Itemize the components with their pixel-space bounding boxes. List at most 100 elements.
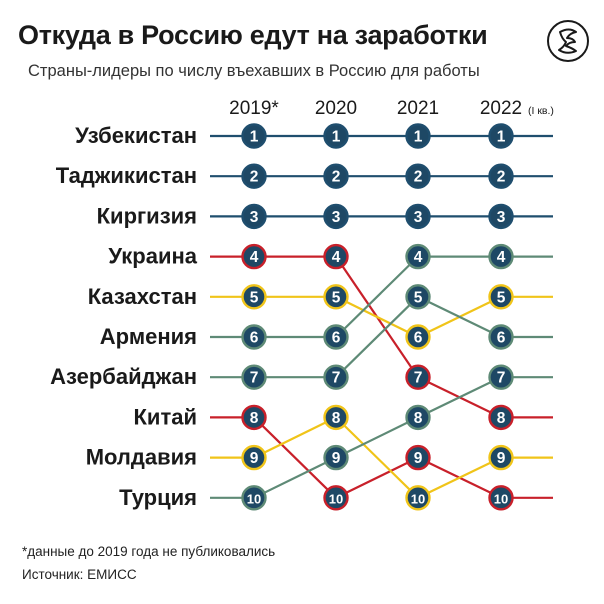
rank-node-4-0 <box>241 284 267 310</box>
rank-label-6-0: 7 <box>250 370 259 387</box>
rank-node-0-1 <box>323 123 349 149</box>
rank-node-2-3 <box>488 203 514 230</box>
chart-title: Откуда в Россию едут на заработки <box>18 20 488 50</box>
rank-node-5-2 <box>405 243 431 270</box>
rank-label-2-1: 3 <box>332 209 341 226</box>
country-label-0: Узбекистан <box>75 123 197 148</box>
rank-label-0-3: 1 <box>497 129 506 146</box>
rank-node-6-2 <box>405 284 431 310</box>
rank-node-5-0 <box>241 324 267 350</box>
rank-label-9-3: 7 <box>497 370 506 387</box>
rank-node-1-3 <box>488 163 514 189</box>
rank-label-2-3: 3 <box>497 209 506 226</box>
rank-label-3-2: 7 <box>414 370 423 387</box>
country-label-4: Казахстан <box>88 284 197 309</box>
rank-label-0-0: 1 <box>250 129 259 146</box>
year-header-0: 2019* <box>229 98 279 119</box>
country-label-2: Киргизия <box>97 203 197 228</box>
country-label-3: Украина <box>108 244 197 269</box>
rank-node-7-3 <box>488 485 514 511</box>
rank-node-5-1 <box>323 324 349 350</box>
rank-label-2-2: 3 <box>414 209 423 226</box>
rank-label-7-1: 10 <box>329 491 343 506</box>
rank-node-2-0 <box>241 203 267 230</box>
rank-label-1-3: 2 <box>497 169 506 186</box>
rank-label-3-1: 4 <box>332 249 341 266</box>
rank-label-7-0: 8 <box>250 410 259 427</box>
country-label-6: Азербайджан <box>50 364 197 389</box>
series-line-9 <box>210 376 553 499</box>
rank-node-8-0 <box>241 444 267 471</box>
rank-node-0-0 <box>241 123 267 149</box>
rank-label-6-1: 7 <box>332 370 341 387</box>
rank-node-8-1 <box>323 404 349 431</box>
rank-node-0-3 <box>488 123 514 149</box>
country-label-7: Китай <box>134 404 198 429</box>
country-label-8: Молдавия <box>86 445 197 470</box>
rank-node-7-2 <box>405 444 431 471</box>
rank-node-0-2 <box>405 123 431 149</box>
rank-node-6-3 <box>488 324 514 350</box>
rank-label-1-2: 2 <box>414 169 423 186</box>
rank-node-3-0 <box>241 243 267 270</box>
rank-node-3-1 <box>323 243 349 270</box>
rank-node-3-3 <box>488 404 514 431</box>
rank-label-5-1: 6 <box>332 330 341 347</box>
rank-node-1-1 <box>323 163 349 189</box>
rank-label-2-0: 3 <box>250 209 259 226</box>
rank-node-1-0 <box>241 163 267 189</box>
year-header-2: 2021 <box>397 98 439 119</box>
rank-label-5-3: 4 <box>497 249 506 266</box>
rank-label-8-0: 9 <box>250 450 259 467</box>
rank-label-1-1: 2 <box>332 169 341 186</box>
rank-label-8-2: 10 <box>411 491 425 506</box>
country-label-1: Таджикистан <box>56 163 197 188</box>
source-note: Источник: ЕМИСС <box>22 567 137 582</box>
rank-label-6-3: 6 <box>497 330 506 347</box>
year-header-3: 2022 <box>480 98 522 119</box>
rank-label-1-0: 2 <box>250 169 259 186</box>
rank-label-9-2: 8 <box>414 410 423 427</box>
rank-label-9-1: 9 <box>332 450 341 467</box>
rank-label-4-3: 5 <box>497 289 506 306</box>
footnote: *данные до 2019 года не публиковались <box>22 544 276 559</box>
rank-label-0-1: 1 <box>332 129 341 146</box>
rank-label-4-1: 5 <box>332 289 341 306</box>
rank-node-6-0 <box>241 364 267 390</box>
rank-label-5-2: 4 <box>414 249 423 266</box>
rank-node-9-2 <box>405 404 431 431</box>
rank-node-4-3 <box>488 284 514 310</box>
rank-label-8-3: 9 <box>497 450 506 467</box>
rank-node-8-2 <box>405 485 431 511</box>
rank-label-3-3: 8 <box>497 410 506 427</box>
rank-label-4-2: 6 <box>414 330 423 347</box>
chart-subtitle: Страны-лидеры по числу въехавших в Росси… <box>28 62 480 80</box>
country-label-9: Турция <box>119 485 197 510</box>
rank-node-8-3 <box>488 444 514 471</box>
rank-label-7-2: 9 <box>414 450 423 467</box>
rank-node-4-2 <box>405 324 431 350</box>
rank-label-7-3: 10 <box>494 491 508 506</box>
rank-node-9-1 <box>323 444 349 471</box>
rank-node-4-1 <box>323 284 349 310</box>
newspaper-logo-icon <box>547 20 589 62</box>
rank-node-7-0 <box>241 404 267 431</box>
rank-label-9-0: 10 <box>247 491 261 506</box>
rank-label-8-1: 8 <box>332 410 341 427</box>
rank-node-6-1 <box>323 364 349 390</box>
year-note: (I кв.) <box>528 105 554 117</box>
rank-node-7-1 <box>323 485 349 511</box>
rank-label-6-2: 5 <box>414 289 423 306</box>
rank-label-3-0: 4 <box>250 249 259 266</box>
year-header-1: 2020 <box>315 98 357 119</box>
country-label-5: Армения <box>100 324 197 349</box>
rank-node-5-3 <box>488 243 514 270</box>
rank-label-5-0: 6 <box>250 330 259 347</box>
rank-node-1-2 <box>405 163 431 189</box>
rank-label-0-2: 1 <box>414 129 423 146</box>
rank-node-2-1 <box>323 203 349 230</box>
rank-node-9-0 <box>241 485 267 511</box>
rank-node-3-2 <box>405 364 431 390</box>
rank-node-9-3 <box>488 364 514 390</box>
